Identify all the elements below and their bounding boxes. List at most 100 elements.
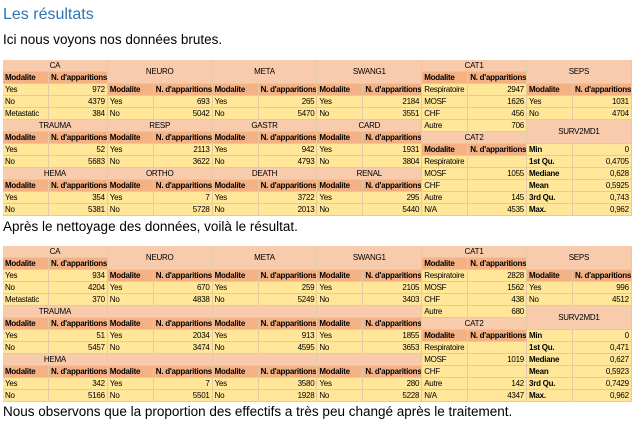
column-header: N. d'apparitions — [573, 84, 632, 96]
count-cell: 5249 — [258, 294, 318, 306]
count-cell: 4347 — [468, 390, 527, 402]
count-cell: 51 — [49, 330, 108, 342]
count-cell: 942 — [258, 144, 318, 156]
column-header: N. d'apparitions — [258, 84, 318, 96]
count-cell: 3622 — [153, 156, 213, 168]
column-header: N. d'apparitions — [363, 318, 423, 330]
count-cell: 1855 — [363, 330, 423, 342]
count-cell: 1055 — [468, 168, 527, 180]
count-cell: 706 — [468, 120, 527, 132]
group-header: CAT1 — [422, 60, 527, 72]
label-cell: Mean — [527, 366, 573, 378]
column-header: Modalite — [527, 84, 573, 96]
column-header: Modalite — [107, 366, 154, 378]
count-cell: 1019 — [468, 354, 527, 366]
count-cell: 1626 — [468, 96, 527, 108]
label-cell: 3rd Qu. — [527, 192, 573, 204]
column-header: N. d'apparitions — [49, 132, 108, 144]
count-cell: 5440 — [363, 204, 423, 216]
count-cell: 1931 — [363, 144, 423, 156]
column-header: Modalite — [107, 84, 154, 96]
count-cell: 5457 — [49, 342, 108, 354]
label-cell: MOSF — [422, 354, 469, 366]
column-header: Modalite — [422, 330, 469, 342]
column-header: N. d'apparitions — [49, 318, 108, 330]
column-header: N. d'apparitions — [49, 258, 108, 270]
column-header: N. d'apparitions — [258, 366, 318, 378]
count-cell: 265 — [258, 96, 318, 108]
label-cell: 1st Qu. — [527, 342, 573, 354]
label-cell: Yes — [527, 96, 573, 108]
label-cell: Min — [527, 144, 573, 156]
label-cell: No — [107, 108, 154, 120]
column-header: Modalite — [212, 132, 259, 144]
count-cell: 4535 — [468, 204, 527, 216]
count-cell: 259 — [258, 282, 318, 294]
label-cell: No — [212, 294, 259, 306]
label-cell: No — [107, 342, 154, 354]
column-header: Modalite — [422, 144, 469, 156]
count-cell: 0,5923 — [573, 366, 632, 378]
label-cell: Yes — [527, 282, 573, 294]
count-cell: 3804 — [363, 156, 423, 168]
count-cell: 5228 — [363, 390, 423, 402]
count-cell: 456 — [468, 108, 527, 120]
column-header: N. d'apparitions — [258, 132, 318, 144]
count-cell: 670 — [153, 282, 213, 294]
group-header — [317, 306, 423, 318]
label-cell: No — [317, 390, 364, 402]
group-header: SURV2MD1 — [527, 306, 632, 330]
label-cell: Yes — [3, 378, 49, 390]
group-header — [317, 354, 423, 366]
count-cell — [468, 366, 527, 378]
count-cell: 2034 — [153, 330, 213, 342]
label-cell: 3rd Qu. — [527, 378, 573, 390]
label-cell: No — [3, 96, 49, 108]
group-header: RENAL — [317, 168, 423, 180]
count-cell: 2105 — [363, 282, 423, 294]
count-cell: 384 — [49, 108, 108, 120]
column-header: Modalite — [212, 318, 259, 330]
count-cell: 5470 — [258, 108, 318, 120]
label-cell: CHF — [422, 108, 469, 120]
count-cell: 370 — [49, 294, 108, 306]
label-cell: Yes — [212, 144, 259, 156]
label-cell: No — [3, 156, 49, 168]
label-cell: MOSF — [422, 96, 469, 108]
column-header: N. d'apparitions — [363, 270, 423, 282]
count-cell: 5166 — [49, 390, 108, 402]
column-header: Modalite — [212, 180, 259, 192]
label-cell: Yes — [212, 282, 259, 294]
group-header: SEPS — [527, 60, 632, 84]
label-cell: Respiratoire — [422, 342, 469, 354]
group-header — [212, 306, 318, 318]
label-cell: CHF — [422, 180, 469, 192]
count-cell: 342 — [49, 378, 108, 390]
group-header: GASTR — [212, 120, 318, 132]
count-cell: 0 — [573, 144, 632, 156]
label-cell: Yes — [212, 330, 259, 342]
group-header: META — [212, 246, 318, 270]
group-header: TRAUMA — [3, 120, 108, 132]
count-cell: 4379 — [49, 96, 108, 108]
label-cell: Max. — [527, 390, 573, 402]
label-cell: Metastatic — [3, 108, 49, 120]
count-cell: 7 — [153, 192, 213, 204]
column-header: N. d'apparitions — [153, 318, 213, 330]
count-cell: 5683 — [49, 156, 108, 168]
count-cell: 0,4705 — [573, 156, 632, 168]
label-cell: Yes — [3, 270, 49, 282]
column-header: N. d'apparitions — [468, 144, 527, 156]
label-cell: No — [3, 204, 49, 216]
count-cell: 4704 — [573, 108, 632, 120]
label-cell: No — [317, 294, 364, 306]
group-header: HEMA — [3, 354, 108, 366]
count-cell: 913 — [258, 330, 318, 342]
count-cell: 438 — [468, 294, 527, 306]
group-header: RESP — [107, 120, 213, 132]
count-cell: 0,5925 — [573, 180, 632, 192]
count-cell: 1031 — [573, 96, 632, 108]
label-cell: Yes — [317, 282, 364, 294]
count-cell: 4793 — [258, 156, 318, 168]
